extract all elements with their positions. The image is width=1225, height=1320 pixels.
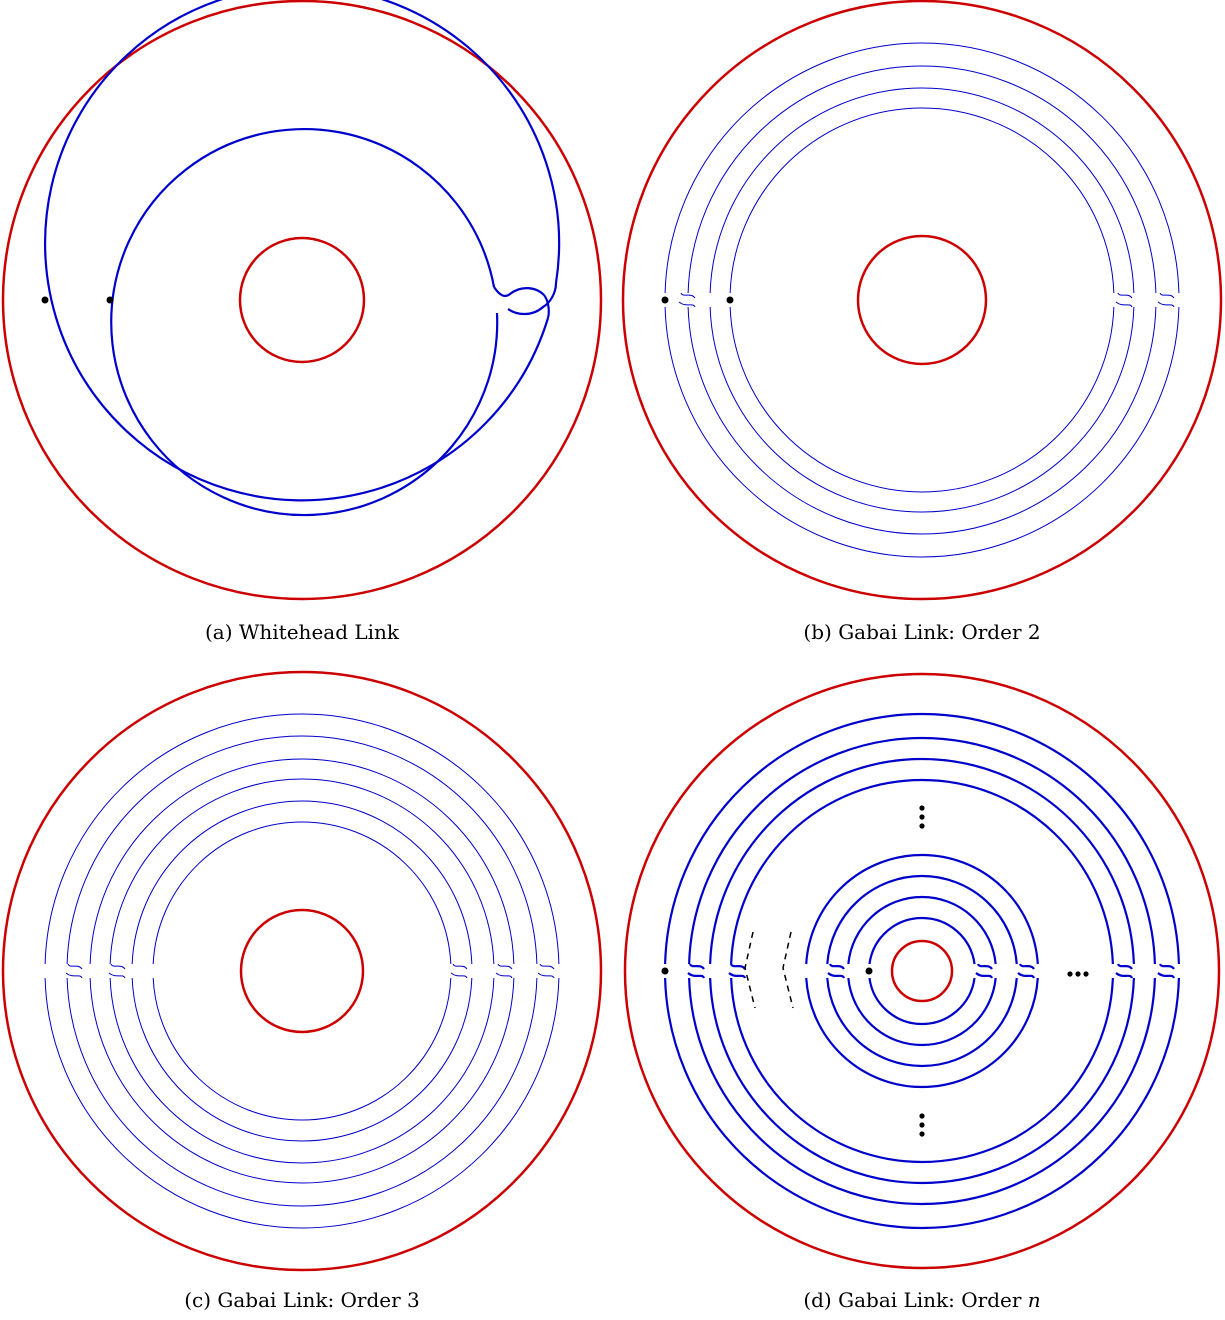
strand-clasp [1115,963,1134,979]
whitehead-clasp-upper [493,286,545,298]
strand-arcs [664,42,1180,558]
strand-arc-upper [89,758,515,965]
marker-dot [661,296,669,304]
strand-arc-upper [664,42,1180,294]
strand-clasp [537,963,555,979]
strand-clasp [728,963,747,979]
strand-clasp [678,292,696,308]
marker-dot [41,296,49,304]
marker-dot [865,967,873,975]
strand-clasps [687,963,1176,979]
strand-arc-upper [131,800,473,965]
strand-arc-upper [663,712,1180,965]
strand-clasps [678,292,1175,308]
panel-c-gabai-order-3 [1,670,603,1272]
strand-clasp [1115,292,1133,308]
outer-red-circle [623,672,1221,1270]
strand-clasp [65,963,83,979]
strand-arc-upper [66,735,538,965]
strand-arc-lower [44,977,560,1229]
strand-arc-lower [709,306,1135,513]
marker-dot [661,967,669,975]
inner-red-circle [238,236,366,364]
strand-clasps [65,963,555,979]
strand-clasp [108,963,126,979]
strand-arc-lower [152,977,452,1121]
strand-clasp [1157,963,1176,979]
dashed-break-mark [744,931,756,1009]
marker-dot [726,296,734,304]
strand-arc-upper [709,87,1135,294]
strand-arc-upper [868,916,976,965]
horizontal-ellipsis [1067,971,1089,977]
strand-arc-upper [847,895,997,965]
strand-arc-upper [152,821,452,965]
strand-arc-lower [687,306,1157,535]
strand-arc-lower [688,977,1156,1205]
strand-clasp [450,963,468,979]
strand-arcs [44,713,560,1229]
inner-red-circle [856,234,988,366]
strand-clasp [827,963,846,979]
whitehead-inner-strand [110,127,499,517]
strand-arc-upper [687,65,1157,294]
caption-b: (b) Gabai Link: Order 2 [803,620,1041,644]
panel-b-gabai-order-2 [621,0,1223,601]
strand-arc-lower [730,977,1114,1163]
strand-arc-lower [709,977,1135,1185]
strand-arc-upper [805,853,1039,965]
strand-arc-lower [868,977,976,1026]
strand-arcs [663,712,1180,1230]
caption-c: (c) Gabai Link: Order 3 [184,1288,420,1312]
strand-arc-upper [826,874,1018,965]
inner-red-circle [239,908,365,1034]
strand-arc-upper [729,107,1115,294]
strand-arc-upper [44,713,560,965]
caption-a: (a) Whitehead Link [204,620,400,644]
outer-red-circle [1,670,603,1272]
vertical-ellipsis-bottom [919,1113,925,1137]
strand-arc-upper [109,778,495,965]
inner-red-circle [890,939,954,1003]
strand-arc-upper [709,757,1135,965]
strand-clasp [975,963,994,979]
strand-arc-lower [663,977,1180,1230]
strand-arc-lower [826,977,1018,1068]
panel-d-gabai-order-n [623,672,1221,1270]
strand-clasp [495,963,513,979]
whitehead-outer-strand [43,0,561,502]
strand-arc-lower [847,977,997,1047]
strand-arc-lower [66,977,538,1207]
strand-clasp [1157,292,1175,308]
strand-arc-upper [688,737,1156,965]
strand-arc-upper [730,779,1114,965]
marker-dot [106,296,114,304]
outer-red-circle [621,0,1223,601]
whitehead-clasp-link [543,294,550,319]
whitehead-clasp-lower [507,282,558,316]
outer-red-circle [1,0,603,601]
strand-arc-lower [131,977,473,1142]
caption-d: (d) Gabai Link: Order n [803,1288,1041,1312]
strand-clasp [1017,963,1036,979]
strand-arc-lower [89,977,515,1184]
panel-a-whitehead-link [1,0,603,601]
dashed-break-mark [782,931,794,1009]
vertical-ellipsis-top [919,805,925,829]
strand-arc-lower [664,306,1180,558]
strand-arc-lower [805,977,1039,1089]
strand-arc-lower [109,977,495,1164]
strand-clasp [687,963,706,979]
strand-arc-lower [729,306,1115,493]
